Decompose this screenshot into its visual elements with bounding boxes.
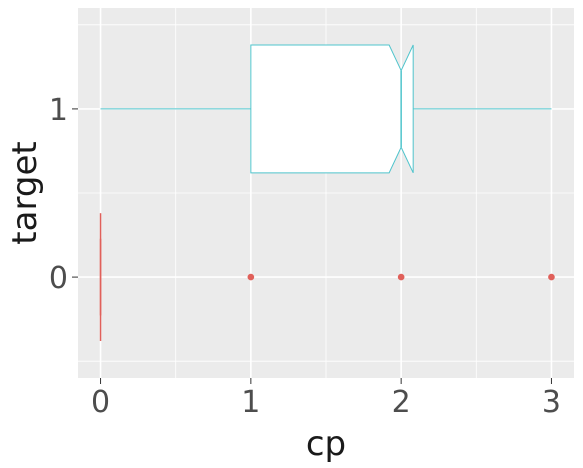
- outlier-point: [247, 273, 255, 281]
- box-group-1: [100, 44, 552, 174]
- x-axis: 0 1 2 3: [91, 378, 561, 420]
- x-tick-label: 3: [542, 385, 561, 420]
- box-notch-right: [400, 44, 414, 174]
- x-tick-label: 0: [91, 385, 110, 420]
- box-marks: [99, 44, 555, 341]
- y-axis: 01: [49, 93, 78, 296]
- y-axis-title: target: [5, 141, 45, 244]
- box-group-0: [99, 213, 555, 341]
- x-axis-title: cp: [306, 424, 346, 464]
- x-tick-label: 2: [392, 385, 411, 420]
- x-tick-label: 1: [241, 385, 260, 420]
- outlier-point: [397, 273, 405, 281]
- y-tick-label: 0: [49, 261, 68, 296]
- box-body: [250, 44, 402, 174]
- outlier-point: [548, 273, 555, 281]
- y-tick-label: 1: [49, 93, 68, 128]
